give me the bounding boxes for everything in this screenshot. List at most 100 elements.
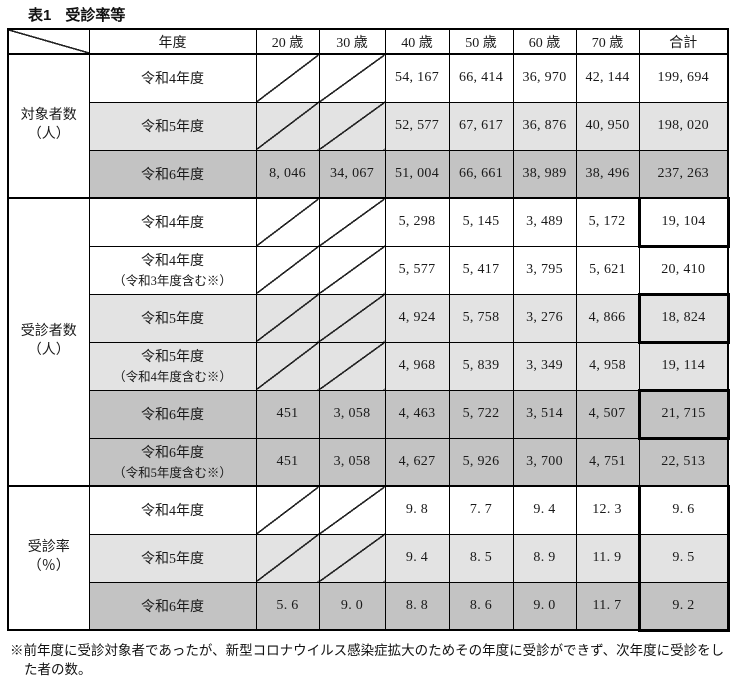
cell-value: 5. 6 xyxy=(276,597,299,613)
cell-value: 19, 104 xyxy=(661,213,706,229)
cell-value: 4, 627 xyxy=(398,453,436,469)
cell-value: 4, 463 xyxy=(398,406,436,421)
year-cell: 令和5年度 xyxy=(88,533,257,583)
total-cell: 19, 114 xyxy=(638,341,729,391)
cell-value: 198, 020 xyxy=(657,118,709,133)
diagonal-empty-cell xyxy=(255,53,320,103)
cell-value: 3, 058 xyxy=(333,453,371,469)
row-group-label: 対象者数 （人） xyxy=(7,53,90,199)
cell-value: 40, 950 xyxy=(585,118,630,133)
value-cell: 4, 924 xyxy=(384,293,450,343)
value-cell: 3, 349 xyxy=(512,341,577,391)
cell-value: 4, 958 xyxy=(589,358,626,373)
cell-value: 5, 298 xyxy=(398,214,436,230)
group-label-line: 受診者数 xyxy=(20,324,77,340)
cell-value: 9. 0 xyxy=(533,597,556,613)
cell-value: 3, 276 xyxy=(526,310,563,325)
cell-value: 34, 067 xyxy=(329,165,375,181)
year-cell: 令和4年度 xyxy=(88,485,257,535)
value-cell: 8. 8 xyxy=(384,581,450,631)
year-label-line: 令和4年度 xyxy=(141,254,204,269)
cell-value: 5, 758 xyxy=(462,310,500,325)
cell-value: 18, 824 xyxy=(661,310,706,325)
value-cell: 5, 298 xyxy=(384,197,450,247)
column-header: 50 歳 xyxy=(448,28,514,55)
total-cell: 9. 5 xyxy=(637,533,730,583)
cell-value: 20, 410 xyxy=(661,262,706,277)
group-label-line: （人） xyxy=(27,127,70,142)
cell-value: 36, 970 xyxy=(522,70,567,86)
value-cell: 4, 463 xyxy=(384,389,450,439)
value-cell: 40, 950 xyxy=(575,101,640,151)
year-label-line: （令和4年度含む※） xyxy=(113,370,232,384)
value-cell: 3, 276 xyxy=(512,293,577,343)
value-cell: 9. 0 xyxy=(318,581,386,631)
value-cell: 4, 627 xyxy=(384,437,450,487)
cell-value: 9. 5 xyxy=(672,550,695,565)
year-cell: 令和6年度 （令和5年度含む※） xyxy=(88,437,257,487)
footnote-line: ※前年度に受診対象者であったが、新型コロナウイルス感染症拡大のためその年度に受診… xyxy=(10,642,725,658)
cell-value: 3, 058 xyxy=(333,406,371,421)
cell-value: 12. 3 xyxy=(592,502,622,518)
footnote: ※前年度に受診対象者であったが、新型コロナウイルス感染症拡大のためその年度に受診… xyxy=(10,641,726,680)
cell-value: 3, 349 xyxy=(526,358,563,373)
cell-value: 9. 4 xyxy=(405,550,429,565)
group-label-line: 受診率 xyxy=(27,540,70,556)
value-cell: 38, 989 xyxy=(512,149,577,199)
diagonal-empty-cell xyxy=(318,485,386,535)
year-cell: 令和6年度 xyxy=(88,149,257,199)
value-cell: 36, 876 xyxy=(512,101,577,151)
cell-value: 451 xyxy=(276,453,299,469)
value-cell: 3, 795 xyxy=(512,245,577,295)
value-cell: 5, 577 xyxy=(384,245,450,295)
value-cell: 3, 489 xyxy=(512,197,577,247)
row-group-label: 受診率 （％） xyxy=(7,485,90,631)
value-cell: 11. 9 xyxy=(575,533,640,583)
year-label-line: （令和3年度含む※） xyxy=(113,274,232,288)
value-cell: 5, 722 xyxy=(448,389,514,439)
value-cell: 3, 514 xyxy=(512,389,577,439)
value-cell: 67, 617 xyxy=(448,101,514,151)
cell-value: 237, 263 xyxy=(657,165,709,181)
value-cell: 7. 7 xyxy=(448,485,514,535)
value-cell: 3, 700 xyxy=(512,437,577,487)
cell-value: 9. 2 xyxy=(672,597,695,613)
value-cell: 9. 4 xyxy=(384,533,450,583)
value-cell: 66, 414 xyxy=(448,53,514,103)
value-cell: 5, 417 xyxy=(448,245,514,295)
cell-value: 38, 989 xyxy=(522,165,567,181)
year-cell: 令和4年度 xyxy=(88,53,257,103)
column-header: 年度 xyxy=(88,28,257,55)
cell-value: 9. 8 xyxy=(405,502,429,518)
total-cell: 9. 6 xyxy=(637,485,730,535)
cell-value: 4, 507 xyxy=(588,406,626,421)
table-title-text: 受診率等 xyxy=(65,7,126,24)
cell-value: 9. 0 xyxy=(340,597,364,613)
total-cell: 199, 694 xyxy=(638,53,729,103)
value-cell: 5. 6 xyxy=(255,581,320,631)
value-cell: 38, 496 xyxy=(575,149,640,199)
cell-value: 5, 722 xyxy=(462,406,500,421)
total-cell: 21, 715 xyxy=(637,388,730,440)
year-label-line: 令和6年度 xyxy=(141,599,204,615)
cell-value: 5, 621 xyxy=(589,262,626,277)
cell-value: 5, 172 xyxy=(588,214,626,230)
cell-value: 8. 6 xyxy=(469,597,493,613)
year-cell: 令和6年度 xyxy=(88,581,257,631)
value-cell: 451 xyxy=(255,437,320,487)
group-label-line: 対象者数 xyxy=(20,108,77,124)
cell-value: 52, 577 xyxy=(394,118,440,133)
page-title: 表1 受診率等 xyxy=(28,4,734,25)
total-cell: 22, 513 xyxy=(638,437,729,487)
cell-value: 451 xyxy=(276,406,299,421)
value-cell: 5, 621 xyxy=(575,245,640,295)
cell-value: 8, 046 xyxy=(269,165,306,181)
value-cell: 34, 067 xyxy=(318,149,386,199)
year-cell: 令和4年度 （令和3年度含む※） xyxy=(88,245,257,295)
year-label-line: 令和5年度 xyxy=(141,312,204,327)
cell-value: 19, 114 xyxy=(661,358,706,373)
diagonal-empty-cell xyxy=(255,245,320,295)
value-cell: 451 xyxy=(255,389,320,439)
cell-value: 11. 9 xyxy=(592,550,622,565)
cell-value: 9. 4 xyxy=(533,502,556,518)
